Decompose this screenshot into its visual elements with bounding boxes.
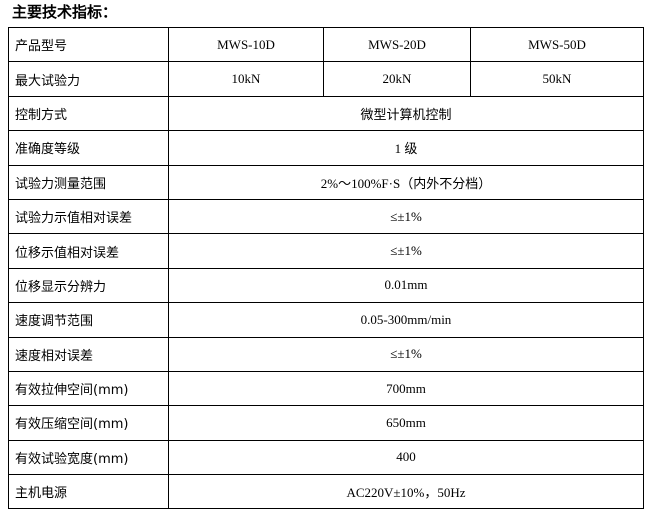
table-row: 主机电源 AC220V±10%，50Hz: [8, 474, 644, 510]
row-label: 位移示值相对误差: [8, 233, 169, 269]
value-cell: ≤±1%: [168, 336, 644, 372]
value-cell: 10kN: [168, 61, 324, 97]
table-row: 位移示值相对误差 ≤±1%: [8, 233, 644, 269]
model-cell: MWS-50D: [470, 26, 644, 63]
row-label: 最大试验力: [8, 61, 169, 97]
value-cell: 50kN: [470, 61, 644, 97]
value-cell: 400: [168, 439, 644, 476]
row-label: 有效试验宽度(mm): [8, 439, 169, 476]
value-cell: ≤±1%: [168, 198, 644, 235]
model-cell: MWS-10D: [168, 26, 324, 63]
table-row: 速度相对误差 ≤±1%: [8, 336, 644, 372]
value-cell: 650mm: [168, 405, 644, 441]
value-cell: 2%～100%F·S（内外不分档）: [168, 164, 644, 200]
table-row: 产品型号 MWS-10D MWS-20D MWS-50D: [8, 26, 644, 63]
table-row: 最大试验力 10kN 20kN 50kN: [8, 61, 644, 97]
value-cell: 0.01mm: [168, 267, 644, 304]
table-row: 位移显示分辨力 0.01mm: [8, 267, 644, 304]
row-label: 有效压缩空间(mm): [8, 405, 169, 441]
table-row: 有效拉伸空间(mm) 700mm: [8, 370, 644, 407]
row-label: 速度相对误差: [8, 336, 169, 372]
row-label: 准确度等级: [8, 130, 169, 166]
row-label: 产品型号: [8, 26, 169, 63]
row-label: 试验力示值相对误差: [8, 198, 169, 235]
table-row: 准确度等级 1 级: [8, 130, 644, 166]
value-cell: 1 级: [168, 130, 644, 166]
spec-table: 产品型号 MWS-10D MWS-20D MWS-50D 最大试验力 10kN …: [8, 26, 644, 510]
value-cell: 微型计算机控制: [168, 95, 644, 132]
table-row: 试验力示值相对误差 ≤±1%: [8, 198, 644, 235]
row-label: 有效拉伸空间(mm): [8, 370, 169, 407]
row-label: 主机电源: [8, 474, 169, 510]
row-label: 速度调节范围: [8, 302, 169, 338]
table-row: 试验力测量范围 2%～100%F·S（内外不分档）: [8, 164, 644, 200]
value-cell: ≤±1%: [168, 233, 644, 269]
table-row: 速度调节范围 0.05-300mm/min: [8, 302, 644, 338]
row-label: 位移显示分辨力: [8, 267, 169, 304]
section-title: 主要技术指标：: [12, 3, 118, 21]
row-label: 试验力测量范围: [8, 164, 169, 200]
value-cell: AC220V±10%，50Hz: [168, 474, 644, 510]
table-row: 有效试验宽度(mm) 400: [8, 439, 644, 476]
model-cell: MWS-20D: [323, 26, 471, 63]
value-cell: 20kN: [323, 61, 471, 97]
table-row: 控制方式 微型计算机控制: [8, 95, 644, 132]
table-row: 有效压缩空间(mm) 650mm: [8, 405, 644, 441]
row-label: 控制方式: [8, 95, 169, 132]
value-cell: 0.05-300mm/min: [168, 302, 644, 338]
value-cell: 700mm: [168, 370, 644, 407]
